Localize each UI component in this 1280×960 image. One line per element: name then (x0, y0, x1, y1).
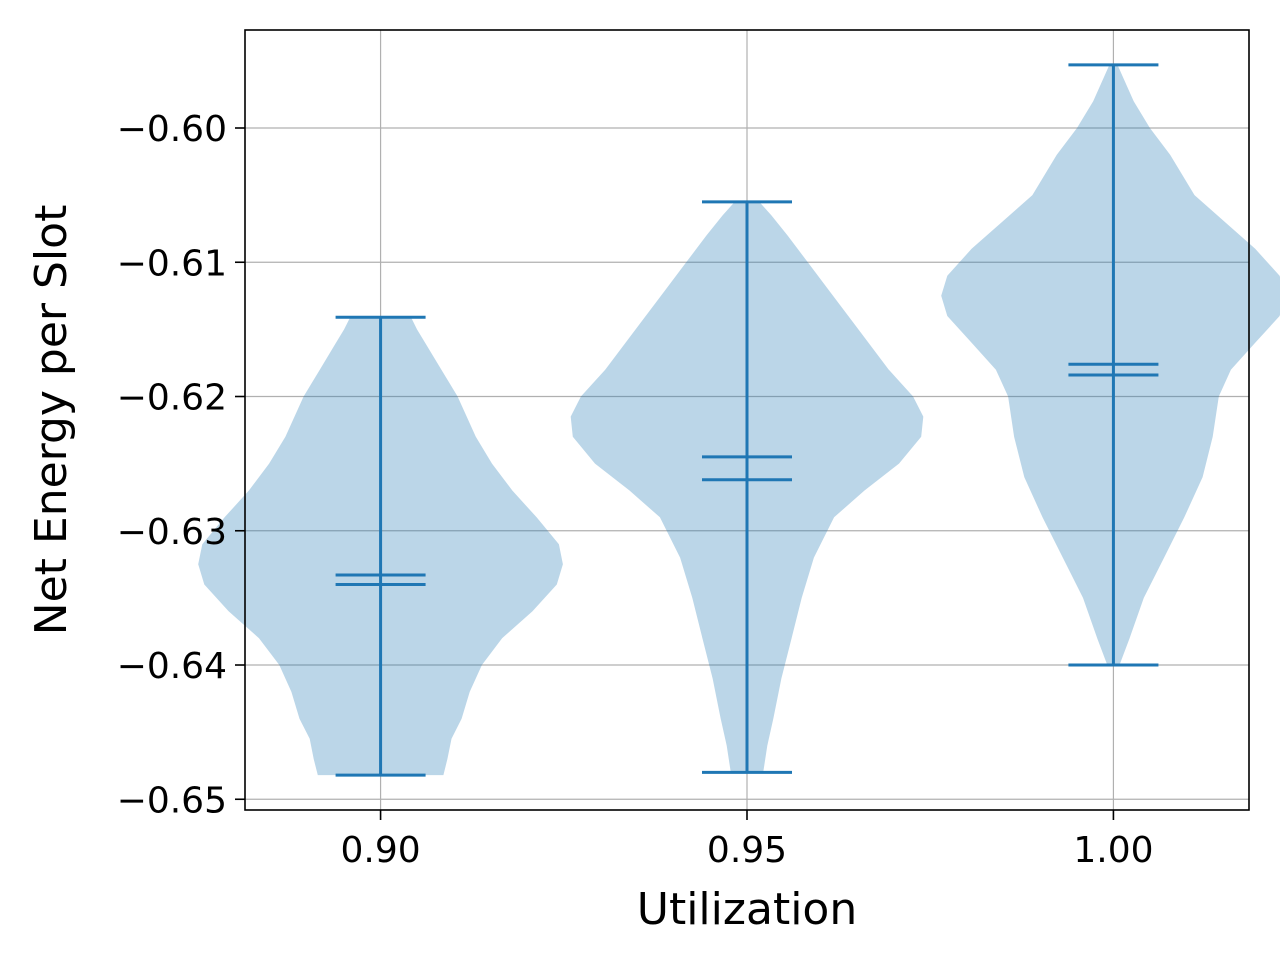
x-axis-ticks: 0.90 0.95 1.00 (340, 810, 1154, 871)
x-tick-label-2: 1.00 (1073, 830, 1153, 871)
violin-stat-lines (335, 63, 1159, 777)
y-tick-label-2: −0.62 (117, 378, 227, 419)
y-axis-label: Net Energy per Slot (26, 205, 77, 636)
x-tick-label-0: 0.90 (340, 830, 420, 871)
y-tick-label-4: −0.64 (117, 646, 227, 687)
y-axis-ticks: −0.60 −0.61 −0.62 −0.63 −0.64 −0.65 (117, 109, 245, 821)
x-tick-label-1: 0.95 (707, 830, 787, 871)
x-axis-label: Utilization (637, 884, 857, 935)
y-tick-label-0: −0.60 (117, 109, 227, 150)
y-tick-label-1: −0.61 (117, 243, 227, 284)
y-tick-label-5: −0.65 (117, 780, 227, 821)
y-tick-label-3: −0.63 (117, 512, 227, 553)
